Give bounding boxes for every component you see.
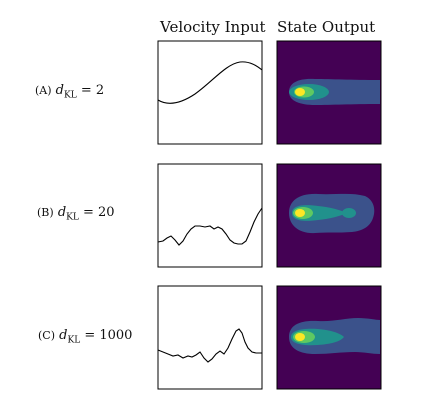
state-panel-b bbox=[276, 163, 382, 268]
velocity-panel-c bbox=[157, 285, 263, 390]
row-c-label: (C) dKL = 1000 bbox=[38, 328, 133, 346]
state-panel-a bbox=[276, 40, 382, 145]
row-a-label: (A) dKL = 2 bbox=[35, 83, 105, 101]
velocity-panel-b bbox=[157, 163, 263, 268]
state-output-header: State Output bbox=[277, 18, 376, 36]
velocity-panel-a bbox=[157, 40, 263, 145]
row-b-label: (B) dKL = 20 bbox=[37, 205, 115, 223]
state-panel-c bbox=[276, 285, 382, 390]
velocity-input-header: Velocity Input bbox=[160, 18, 266, 36]
